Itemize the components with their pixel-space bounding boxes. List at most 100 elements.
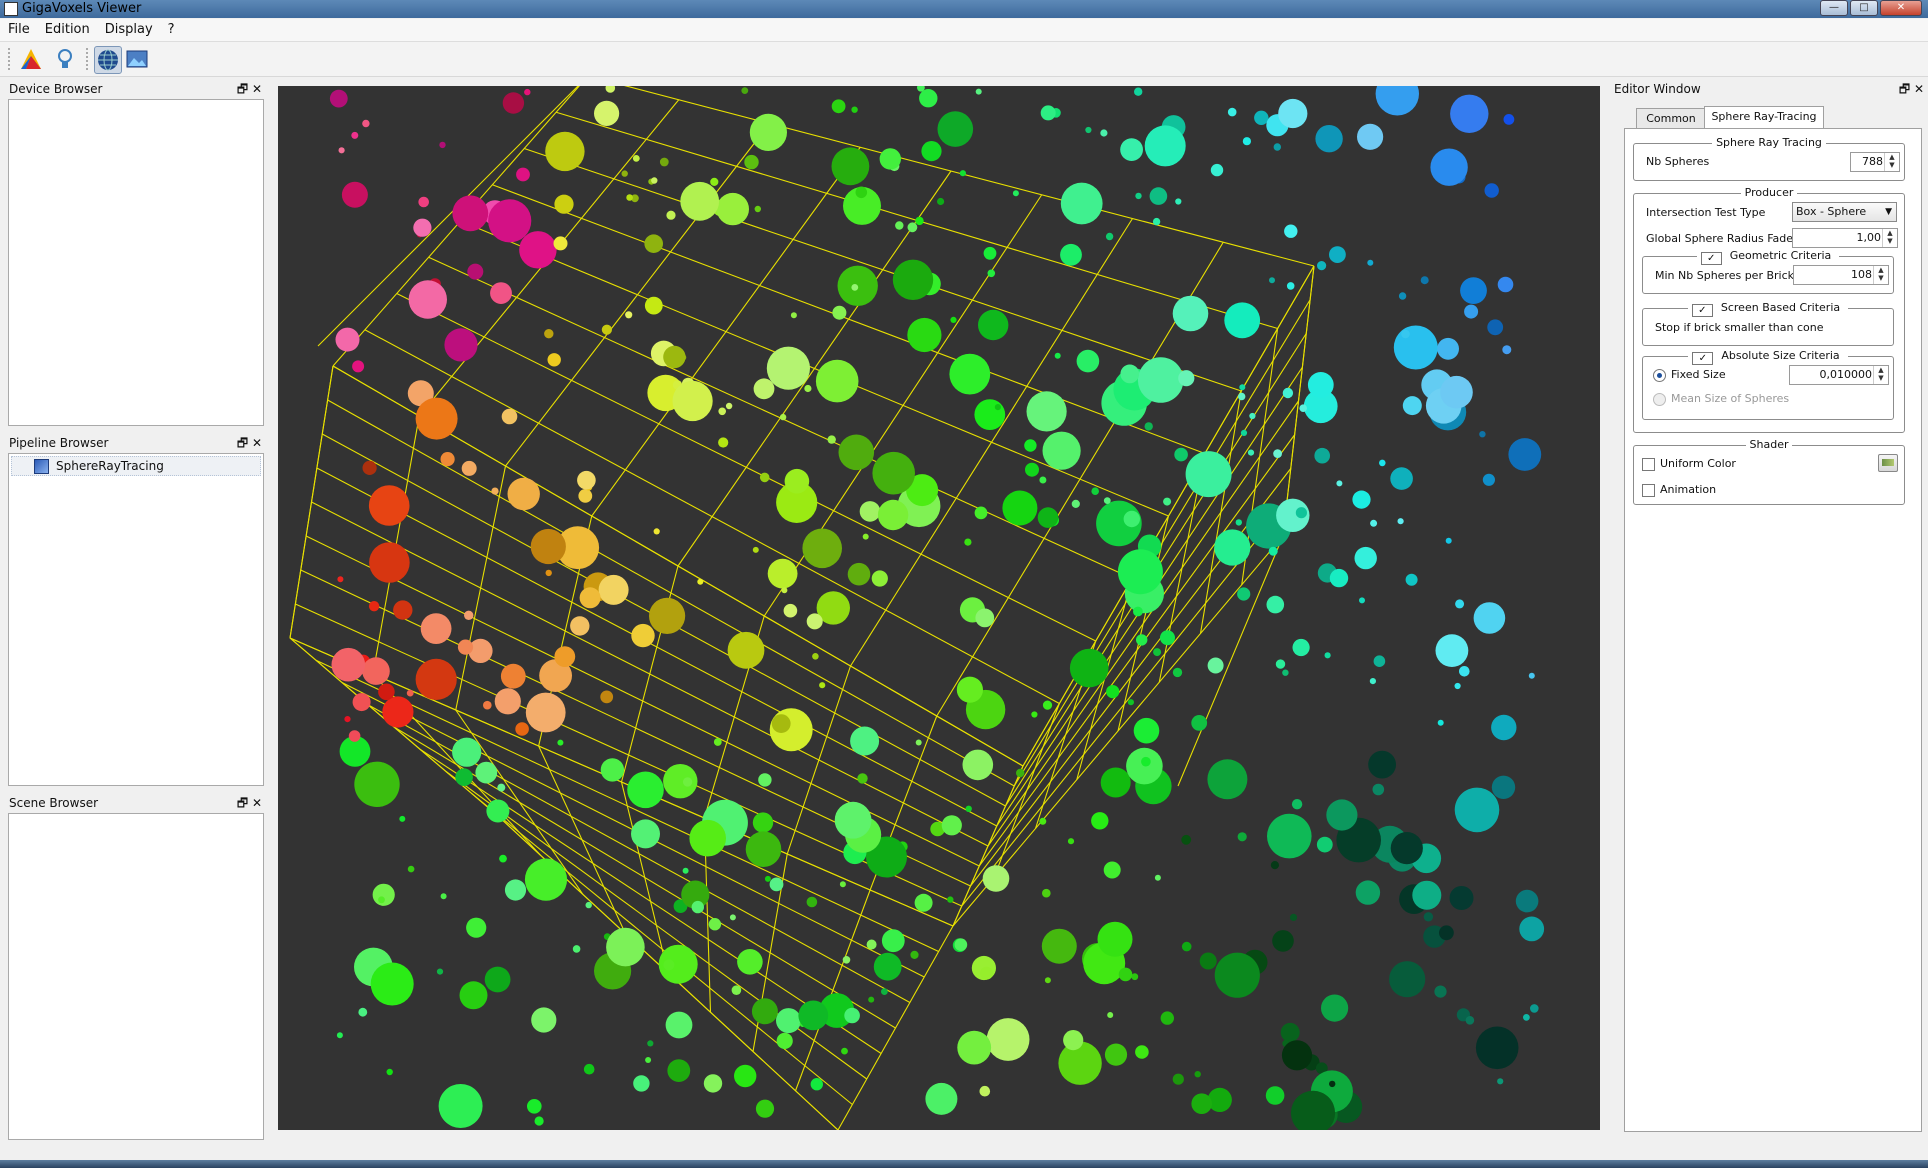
sphere <box>954 938 968 951</box>
sphere <box>1149 187 1168 205</box>
sphere <box>839 881 846 888</box>
sphere <box>572 945 581 953</box>
sphere <box>1515 889 1539 913</box>
float-icon[interactable]: 🗗 <box>236 82 249 96</box>
sphere <box>1502 345 1512 355</box>
close-icon[interactable]: ✕ <box>251 796 262 810</box>
octree-grid-line <box>316 467 998 827</box>
sphere <box>1508 438 1542 471</box>
toolbar-grip[interactable] <box>8 48 13 70</box>
color-picker-button[interactable] <box>1878 454 1898 472</box>
menu-file[interactable]: File <box>8 22 30 37</box>
close-icon[interactable]: ✕ <box>1913 82 1924 96</box>
octree-grid-line <box>1199 390 1242 634</box>
sphere <box>1135 192 1142 200</box>
sphere <box>1423 912 1434 922</box>
sphere <box>621 170 628 177</box>
spin-arrows-icon[interactable]: ▲ ▼ <box>1882 229 1897 247</box>
sphere <box>752 546 759 553</box>
float-icon[interactable]: 🗗 <box>1898 82 1911 96</box>
mean-size-radio[interactable] <box>1653 393 1666 406</box>
sphere <box>1238 392 1246 401</box>
sphere <box>415 397 458 440</box>
sphere <box>1120 364 1140 384</box>
sphere <box>1473 602 1506 634</box>
uniform-color-checkbox[interactable] <box>1642 458 1655 471</box>
globe-icon[interactable] <box>94 46 122 74</box>
spin-arrows-icon[interactable]: ▲ ▼ <box>1884 153 1899 171</box>
sphere <box>455 768 473 786</box>
producer-group: Producer Intersection Test Type Box - Sp… <box>1633 186 1905 433</box>
device-browser-list[interactable] <box>8 99 264 426</box>
absolute-size-checkbox[interactable]: ✓ <box>1692 352 1714 365</box>
sphere <box>802 528 842 569</box>
animation-checkbox[interactable] <box>1642 484 1655 497</box>
sphere <box>847 562 871 586</box>
sphere <box>1290 1090 1336 1130</box>
spin-arrows-icon[interactable]: ▲ ▼ <box>1873 366 1888 384</box>
menu-display[interactable]: Display <box>104 22 153 37</box>
sphere <box>1191 1093 1212 1114</box>
intersection-test-combo[interactable]: Box - Sphere ▼ <box>1792 202 1897 222</box>
sphere <box>499 854 507 863</box>
sphere <box>1372 783 1385 796</box>
fixed-size-spinbox[interactable]: 0,010000 ▲ ▼ <box>1789 365 1889 385</box>
pipeline-browser-tree[interactable]: SphereRayTracing <box>8 453 264 786</box>
nb-spheres-spinbox[interactable]: 788 ▲ ▼ <box>1850 152 1900 172</box>
scene-browser-dock: Scene Browser 🗗 ✕ <box>8 794 264 1140</box>
tab-common[interactable]: Common <box>1636 108 1706 129</box>
sphere <box>907 317 942 353</box>
fixed-size-radio[interactable] <box>1653 369 1666 382</box>
sphere <box>727 631 765 669</box>
close-icon[interactable]: ✕ <box>251 82 262 96</box>
light-bulb-icon[interactable] <box>52 46 78 72</box>
sphere <box>1031 711 1038 718</box>
sphere <box>1455 599 1465 609</box>
sphere <box>1207 657 1224 674</box>
group-title: Shader <box>1745 438 1793 451</box>
close-icon[interactable]: ✕ <box>251 436 262 450</box>
tree-item-sphereraytracing[interactable]: SphereRayTracing <box>11 456 261 476</box>
min-spheres-spinbox[interactable]: 108 ▲ ▼ <box>1793 265 1889 285</box>
sphere <box>544 329 554 339</box>
sphere <box>483 700 492 710</box>
screen-criteria-checkbox[interactable]: ✓ <box>1691 304 1713 317</box>
maximize-button[interactable]: □ <box>1850 0 1878 16</box>
sphere <box>500 663 526 689</box>
sphere <box>352 693 371 712</box>
3d-viewport[interactable] <box>278 86 1600 1130</box>
sphere <box>1278 98 1308 129</box>
sphere <box>534 1116 544 1126</box>
screen-criteria-group: ✓ Screen Based Criteria Stop if brick sma… <box>1642 301 1894 346</box>
sphere <box>1024 439 1037 452</box>
sphere <box>338 147 345 154</box>
scene-browser-list[interactable] <box>8 813 264 1140</box>
geometric-criteria-group: ✓ Geometric Criteria Min Nb Spheres per B… <box>1642 249 1894 294</box>
sphere <box>578 489 593 503</box>
image-icon[interactable] <box>124 46 150 72</box>
sphere <box>459 981 488 1010</box>
sphere <box>399 815 406 822</box>
sphere <box>1373 655 1386 667</box>
float-icon[interactable]: 🗗 <box>236 796 249 810</box>
spin-arrows-icon[interactable]: ▲ ▼ <box>1873 266 1888 284</box>
sphere <box>1237 587 1251 601</box>
sphere <box>1085 126 1092 134</box>
sphere <box>914 893 933 912</box>
sphere <box>1390 832 1423 865</box>
geometric-criteria-checkbox[interactable]: ✓ <box>1700 252 1722 265</box>
close-window-button[interactable]: ✕ <box>1880 0 1922 16</box>
minimize-button[interactable]: — <box>1820 0 1848 16</box>
menu-help[interactable]: ? <box>167 22 175 37</box>
sphere <box>1118 967 1133 982</box>
float-icon[interactable]: 🗗 <box>236 436 249 450</box>
transfer-function-icon[interactable] <box>18 46 44 72</box>
sphere <box>1091 487 1099 496</box>
radius-fader-spinbox[interactable]: 1,00 ▲ ▼ <box>1792 228 1898 248</box>
menu-edition[interactable]: Edition <box>44 22 90 37</box>
octree-grid-line <box>850 218 1133 667</box>
sphere <box>1273 143 1281 151</box>
tab-sphere-ray-tracing[interactable]: Sphere Ray-Tracing <box>1704 106 1824 129</box>
octree-grid-line <box>524 147 1242 392</box>
sphere <box>368 601 380 612</box>
